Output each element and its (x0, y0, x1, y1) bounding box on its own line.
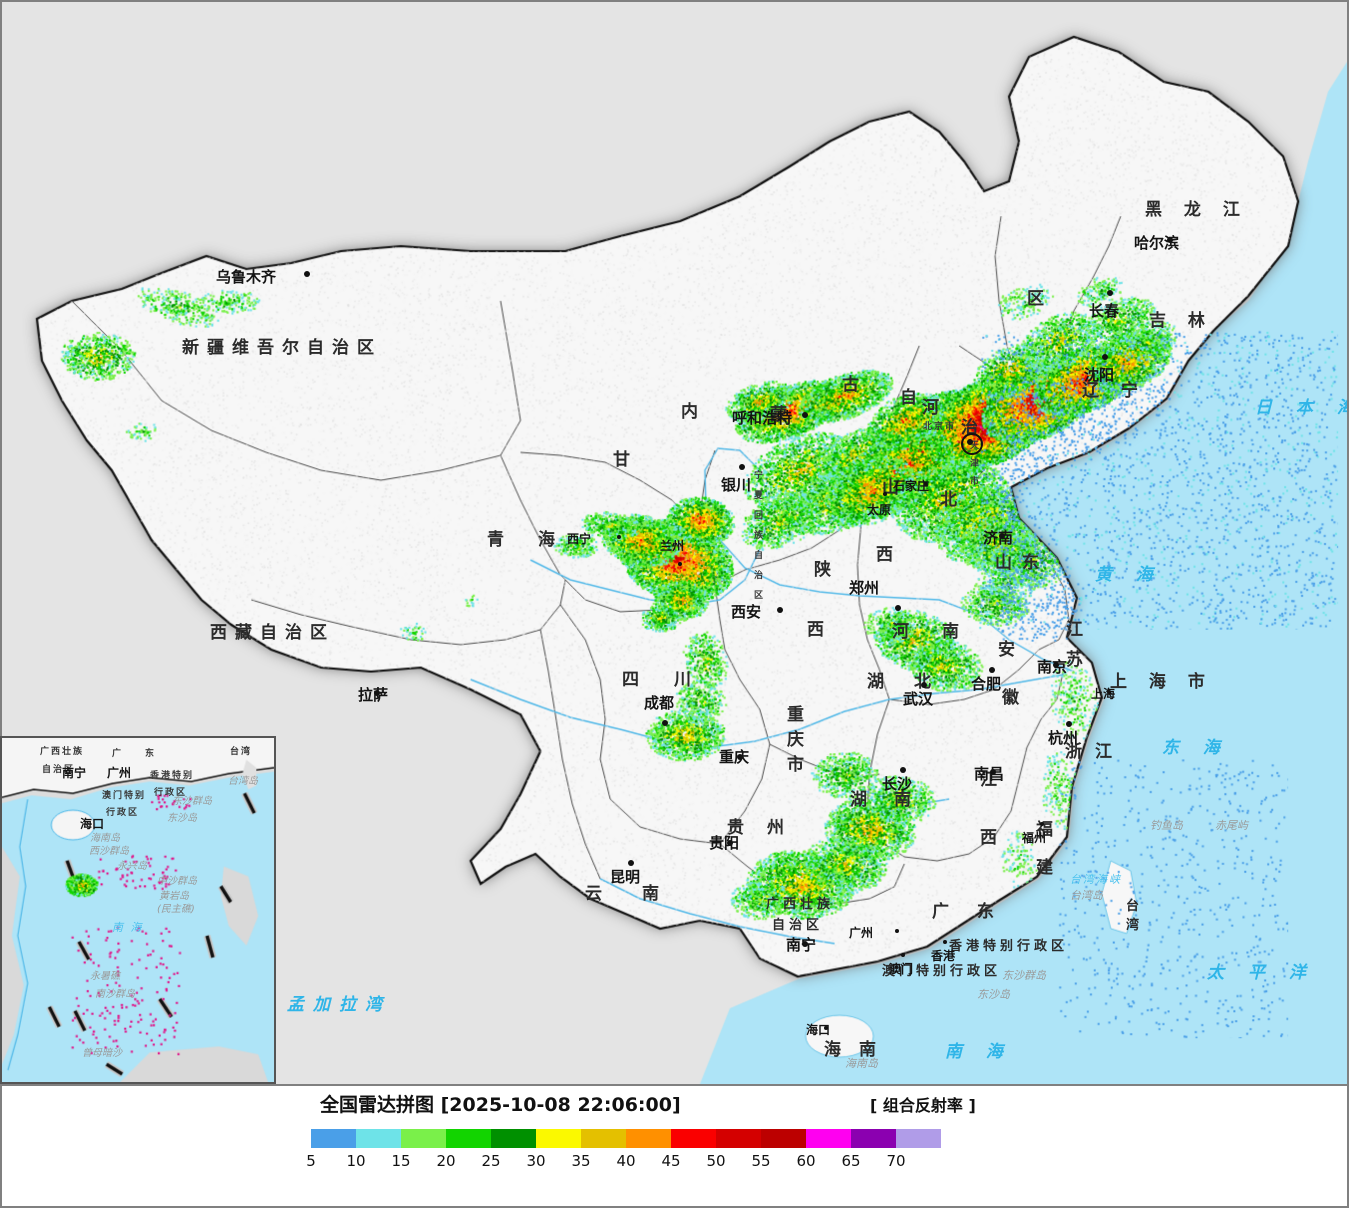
city-marker-dot (921, 682, 927, 688)
page-title: 全国雷达拼图 [2025-10-08 22:06:00] (320, 1090, 681, 1117)
legend-tick-60: 60 (786, 1152, 826, 1170)
city-marker-dot (1040, 822, 1044, 826)
city-marker-dot (989, 667, 995, 673)
dbz-tick-labels: 5 10 15 20 25 30 35 40 45 50 55 60 65 70 (300, 1152, 1060, 1172)
city-marker-dot (1066, 721, 1072, 727)
legend-swatch-35 (581, 1129, 626, 1148)
city-marker-dot (900, 767, 906, 773)
legend-swatch-40 (626, 1129, 671, 1148)
legend-swatch-5 (311, 1129, 356, 1148)
legend-tick-15: 15 (381, 1152, 421, 1170)
city-marker-dot (802, 941, 808, 947)
legend-swatch-20 (446, 1129, 491, 1148)
legend-tick-25: 25 (471, 1152, 511, 1170)
city-marker-dot (662, 720, 668, 726)
city-marker-dot (895, 929, 899, 933)
legend-tick-55: 55 (741, 1152, 781, 1170)
legend-tick-40: 40 (606, 1152, 646, 1170)
city-marker-dot (739, 464, 745, 470)
city-marker-dot (1167, 237, 1173, 243)
legend-swatch-60 (806, 1129, 851, 1148)
city-marker-dot (737, 754, 743, 760)
city-marker-dot (628, 860, 634, 866)
city-marker-dot (901, 953, 905, 957)
city-marker-dot (304, 271, 310, 277)
legend-swatch-15 (401, 1129, 446, 1148)
legend-tick-10: 10 (336, 1152, 376, 1170)
legend-tick-70: 70 (876, 1152, 916, 1170)
city-marker-dot (824, 1026, 828, 1030)
inset-map-canvas (2, 738, 274, 1082)
city-marker-dot (943, 940, 947, 944)
legend-swatch-10 (356, 1129, 401, 1148)
legend-tick-45: 45 (651, 1152, 691, 1170)
city-marker-dot (999, 533, 1005, 539)
city-marker-dot (678, 562, 682, 566)
legend-tick-30: 30 (516, 1152, 556, 1170)
city-marker-dot (617, 535, 621, 539)
city-marker-dot (1107, 690, 1111, 694)
city-marker-dot (802, 412, 808, 418)
city-marker-dot (374, 690, 380, 696)
legend-swatch-65 (851, 1129, 896, 1148)
legend-swatch-50 (716, 1129, 761, 1148)
legend-tick-65: 65 (831, 1152, 871, 1170)
city-marker-dot (883, 492, 887, 496)
beijing-capital-marker (961, 433, 983, 455)
city-marker-dot (1107, 290, 1113, 296)
city-marker-dot (727, 840, 733, 846)
city-marker-dot (1102, 354, 1108, 360)
legend-swatch-25 (491, 1129, 536, 1148)
radar-map-page: 新疆维吾尔自治区 西藏自治区青海甘内蒙古自治区黑 龙 江吉 林辽 宁河北山西山东陕… (0, 0, 1349, 1208)
city-marker-dot (895, 605, 901, 611)
legend-swatch-55 (761, 1129, 806, 1148)
south-china-sea-inset[interactable]: 广西壮族 自治区广东台湾 台湾岛 南宁 广州 香港特别 行政区 澳门特别 行政区 东沙群岛 东沙岛海… (0, 736, 276, 1084)
legend-tick-50: 50 (696, 1152, 736, 1170)
city-marker-dot (990, 769, 996, 775)
legend-tick-35: 35 (561, 1152, 601, 1170)
legend-tick-5: 5 (291, 1152, 331, 1170)
legend-swatch-45 (671, 1129, 716, 1148)
legend-swatch-30 (536, 1129, 581, 1148)
legend-tick-20: 20 (426, 1152, 466, 1170)
product-type-label: [ 组合反射率 ] (870, 1092, 976, 1116)
city-marker-dot (777, 607, 783, 613)
legend-swatch-70 (896, 1129, 941, 1148)
dbz-color-scale (311, 1129, 941, 1148)
city-marker-dot (1053, 662, 1059, 668)
city-marker-dot (924, 482, 928, 486)
